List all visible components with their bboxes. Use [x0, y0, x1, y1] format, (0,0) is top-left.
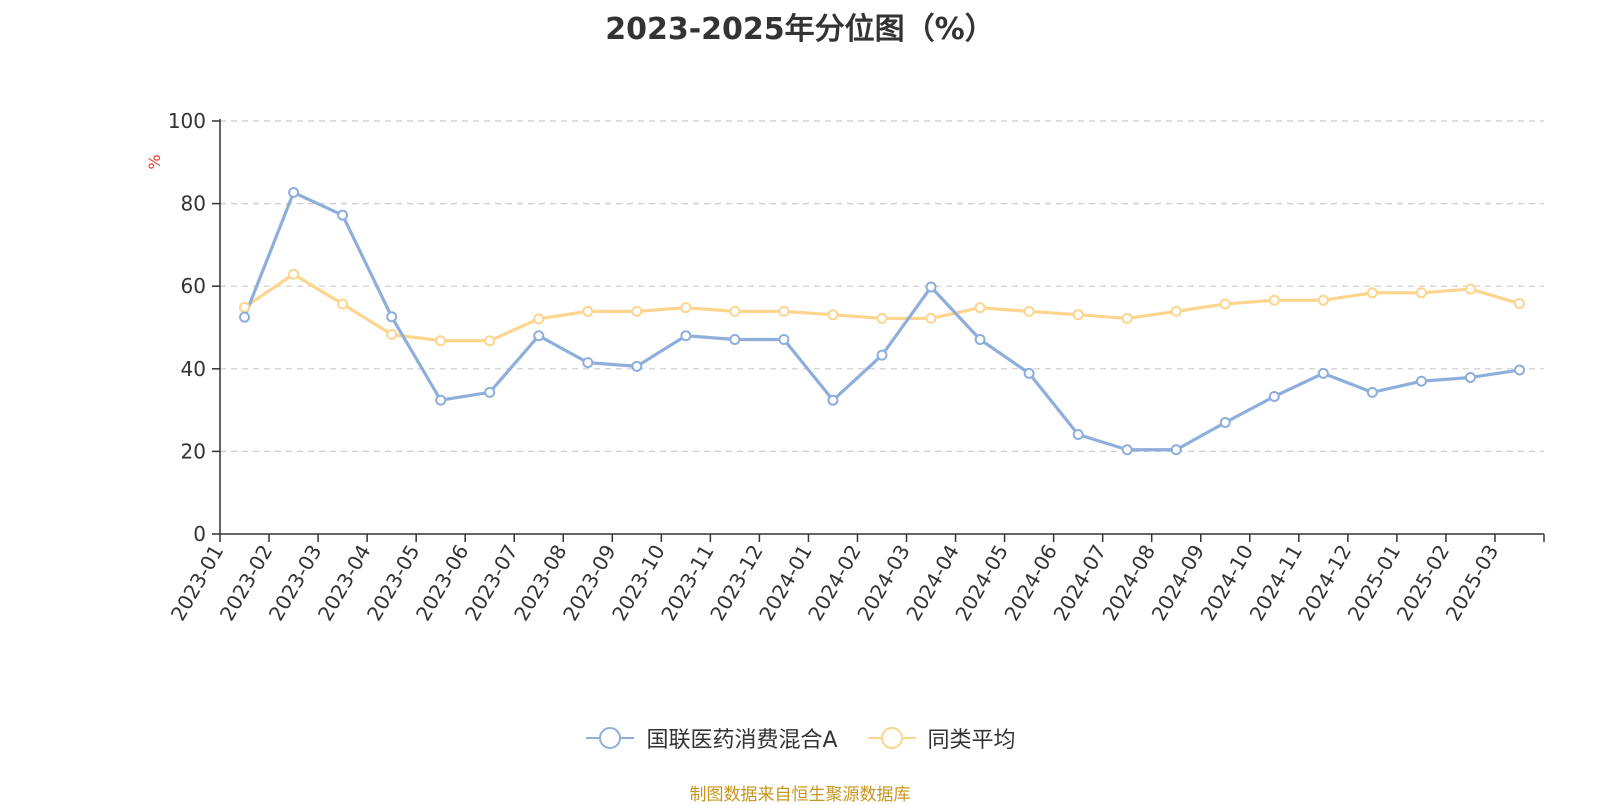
data-point-series-1[interactable] [1170, 444, 1182, 456]
y-tick-label: 40 [181, 357, 206, 381]
data-point-series-2[interactable] [1464, 283, 1476, 295]
y-tick-label: 0 [193, 522, 206, 546]
data-point-series-1[interactable] [386, 311, 398, 323]
data-point-series-1[interactable] [1219, 416, 1231, 428]
data-point-series-1[interactable] [435, 394, 447, 406]
line-chart: 0204060801002023-012023-022023-032023-04… [145, 109, 1545, 625]
legend-marker-icon [586, 727, 635, 749]
data-point-series-2[interactable] [1072, 309, 1084, 321]
data-point-series-1[interactable] [729, 333, 741, 345]
data-point-series-1[interactable] [533, 330, 545, 342]
y-axis-label: % [145, 154, 164, 169]
data-point-series-1[interactable] [974, 333, 986, 345]
data-point-series-1[interactable] [876, 349, 888, 361]
data-point-series-2[interactable] [827, 309, 839, 321]
data-point-series-1[interactable] [631, 360, 643, 372]
data-point-series-2[interactable] [631, 305, 643, 317]
axes: 0204060801002023-012023-022023-032023-04… [166, 109, 1545, 625]
data-point-series-2[interactable] [1415, 287, 1427, 299]
data-point-series-1[interactable] [1464, 371, 1476, 383]
data-point-series-1[interactable] [1023, 367, 1035, 379]
data-point-series-1[interactable] [288, 186, 300, 198]
data-point-series-2[interactable] [925, 312, 937, 324]
y-tick-label: 60 [181, 274, 206, 298]
data-point-series-1[interactable] [1415, 375, 1427, 387]
series-line-2 [243, 272, 1520, 343]
data-point-series-2[interactable] [1317, 294, 1329, 306]
data-point-series-1[interactable] [1366, 386, 1378, 398]
data-point-series-2[interactable] [680, 302, 692, 314]
data-point-series-2[interactable] [288, 268, 300, 280]
data-point-series-2[interactable] [1366, 287, 1378, 299]
data-point-series-1[interactable] [1072, 428, 1084, 440]
data-point-series-2[interactable] [1023, 305, 1035, 317]
y-tick-label: 80 [181, 192, 206, 216]
data-point-series-2[interactable] [337, 298, 349, 310]
data-point-series-2[interactable] [974, 302, 986, 314]
legend-item-series-2[interactable]: 同类平均 [866, 722, 1016, 754]
legend-label-series-1: 国联医药消费混合A [646, 728, 838, 753]
data-point-series-2[interactable] [533, 313, 545, 325]
data-point-series-1[interactable] [484, 386, 496, 398]
data-point-series-2[interactable] [1219, 298, 1231, 310]
grid-lines [220, 120, 1544, 452]
chart-title: 2023-2025年分位图（%） [605, 12, 995, 47]
legend-marker-icon [867, 727, 916, 749]
data-point-series-2[interactable] [1170, 305, 1182, 317]
data-point-series-1[interactable] [827, 394, 839, 406]
data-point-series-2[interactable] [582, 305, 594, 317]
data-point-series-1[interactable] [1268, 390, 1280, 402]
data-point-series-2[interactable] [778, 305, 790, 317]
data-point-series-2[interactable] [1121, 312, 1133, 324]
data-point-series-2[interactable] [239, 301, 251, 313]
source-note: 制图数据来自恒生聚源数据库 [689, 785, 911, 805]
data-point-series-2[interactable] [435, 335, 447, 347]
data-point-series-1[interactable] [1317, 367, 1329, 379]
data-point-series-2[interactable] [386, 329, 398, 341]
legend-label-series-2: 同类平均 [927, 728, 1016, 753]
data-point-series-2[interactable] [1513, 298, 1525, 310]
data-point-series-1[interactable] [778, 333, 790, 345]
data-point-series-1[interactable] [337, 209, 349, 221]
data-point-series-2[interactable] [484, 335, 496, 347]
legend: 国联医药消费混合A 同类平均 [0, 722, 1600, 754]
data-point-series-2[interactable] [876, 312, 888, 324]
data-point-series-2[interactable] [729, 305, 741, 317]
data-point-series-1[interactable] [582, 357, 594, 369]
data-point-series-2[interactable] [1268, 294, 1280, 306]
data-point-series-1[interactable] [1513, 364, 1525, 376]
data-point-series-1[interactable] [680, 330, 692, 342]
data-point-series-1[interactable] [925, 281, 937, 293]
legend-item-series-1[interactable]: 国联医药消费混合A [584, 722, 838, 754]
data-point-series-1[interactable] [239, 311, 251, 323]
data-point-series-1[interactable] [1121, 444, 1133, 456]
y-tick-label: 100 [168, 109, 206, 133]
y-tick-label: 20 [181, 439, 206, 463]
series-lines [239, 186, 1525, 456]
